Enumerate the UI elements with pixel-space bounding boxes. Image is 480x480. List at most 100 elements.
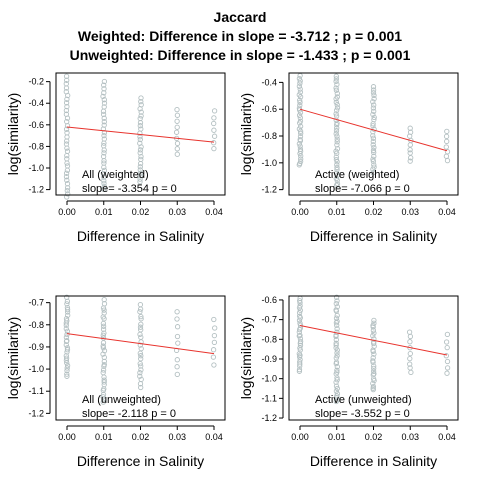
data-point [64, 331, 70, 338]
data-point [100, 394, 106, 400]
x-tick-label: 0.03 [168, 207, 186, 217]
data-point [370, 111, 376, 118]
data-point [137, 373, 143, 379]
data-point [64, 156, 70, 162]
data-point [334, 90, 340, 97]
data-point [137, 309, 143, 315]
x-tick-label: 0.00 [58, 207, 76, 217]
y-tick-label: -1.2 [28, 185, 44, 195]
data-point [63, 316, 70, 322]
data-point [212, 325, 218, 331]
data-point [64, 347, 71, 353]
data-point [174, 309, 180, 315]
data-point [407, 158, 413, 164]
data-point [174, 151, 180, 157]
data-point [64, 160, 70, 166]
data-point [297, 338, 304, 345]
data-point [334, 170, 340, 176]
data-point [333, 73, 339, 79]
x-axis-label: Difference in Salinity [310, 228, 437, 244]
data-point [138, 313, 144, 320]
data-point [64, 365, 70, 371]
data-point [334, 162, 340, 168]
data-point [297, 102, 303, 109]
annotation-slope: slope= -3.552 p = 0 [315, 408, 410, 420]
x-tick-label: 0.01 [328, 432, 346, 442]
data-point [64, 301, 70, 307]
data-point [370, 156, 376, 162]
data-point [334, 304, 340, 310]
data-point [371, 114, 377, 121]
data-point [371, 339, 377, 345]
data-point [444, 331, 451, 338]
data-point [101, 183, 107, 190]
data-point [64, 177, 70, 183]
data-point [333, 113, 340, 119]
data-point [371, 371, 377, 377]
data-point [371, 116, 377, 123]
data-point [407, 333, 414, 340]
data-point [137, 147, 144, 153]
regression-line [66, 126, 215, 143]
annotation-group-name: Active (unweighted) [315, 394, 412, 406]
data-point [138, 109, 144, 115]
data-point [334, 326, 340, 332]
data-point [407, 350, 413, 357]
data-point [137, 115, 143, 122]
data-point [64, 371, 70, 377]
data-point [297, 320, 303, 326]
data-point [333, 315, 340, 321]
data-point [333, 300, 339, 307]
data-point [174, 146, 180, 152]
data-point [101, 86, 107, 92]
scatter-panel-1: 0.00 0.01 0.02 0.03 0.04 -0.2 -0.4 -0.6 -0.8 -1.0… [5, 72, 226, 244]
data-point [174, 106, 180, 113]
y-tick-label: -0.8 [28, 320, 44, 330]
data-point [101, 310, 107, 316]
data-point [138, 102, 144, 108]
data-point [174, 364, 180, 370]
data-point [101, 136, 107, 142]
data-point [101, 147, 107, 153]
data-point [64, 345, 71, 351]
data-point [370, 87, 377, 93]
scatter-panel-3: 0.00 0.01 0.02 0.03 0.04 -0.7 -0.8 -0.9 -1.0 -1.1… [5, 294, 226, 469]
data-point [137, 179, 143, 185]
data-point [297, 336, 304, 342]
data-point [296, 126, 303, 132]
data-point [138, 170, 144, 176]
data-point [334, 385, 340, 392]
data-point [297, 78, 303, 84]
data-point [334, 369, 340, 375]
annotation-slope: slope= -2.118 p = 0 [82, 408, 176, 420]
x-tick-label: 0.04 [205, 207, 223, 217]
data-point [63, 81, 69, 87]
data-point [334, 367, 340, 373]
plot-frame [55, 295, 226, 421]
data-point [297, 123, 304, 130]
figure-titles: Jaccard Weighted: Difference in slope = … [0, 8, 480, 65]
data-point [297, 303, 303, 309]
data-point [333, 294, 340, 300]
data-point [370, 90, 377, 96]
x-tick-label: 0.02 [365, 207, 383, 217]
data-point [296, 313, 303, 319]
data-point [296, 75, 303, 82]
data-point [444, 344, 450, 351]
data-point [101, 119, 107, 125]
data-point [138, 384, 144, 391]
x-tick-label: 0.03 [401, 207, 419, 217]
data-point [100, 93, 106, 100]
data-point [63, 141, 70, 147]
data-point [137, 120, 144, 126]
data-point [297, 89, 304, 95]
data-point [174, 371, 180, 378]
x-tick-label: 0.03 [401, 432, 419, 442]
x-tick-label: 0.03 [168, 432, 186, 442]
data-point [137, 370, 143, 376]
data-point [138, 363, 144, 369]
data-point [100, 369, 106, 376]
y-tick-label: -0.2 [28, 77, 44, 87]
data-point [101, 82, 107, 88]
data-point [297, 86, 303, 92]
